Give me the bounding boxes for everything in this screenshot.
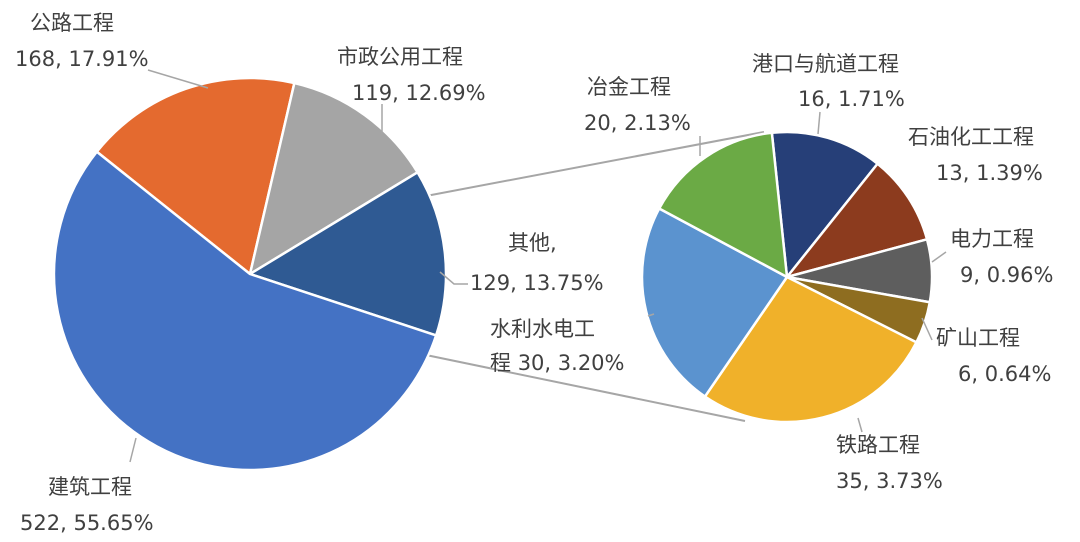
label-shizheng-name: 市政公用工程	[337, 45, 463, 69]
label-shiyou-value: 13, 1.39%	[936, 161, 1043, 185]
label-qita-name: 其他,	[508, 231, 557, 255]
main-pie	[52, 76, 448, 472]
secondary-slice-4	[703, 275, 918, 424]
connector-line-bottom	[425, 354, 746, 422]
connector-line-top	[425, 131, 765, 197]
secondary-slice-6	[657, 131, 789, 279]
main-slice-0	[95, 76, 296, 276]
label-shizheng-value: 119, 12.69%	[352, 81, 486, 105]
label-jianzhu-name: 建筑工程	[48, 475, 132, 499]
label-yejin-value: 20, 2.13%	[584, 111, 691, 135]
label-gonglu-value: 168, 17.91%	[15, 47, 149, 71]
label-dianli-value: 9, 0.96%	[960, 263, 1053, 287]
label-gangkou-name: 港口与航道工程	[752, 52, 899, 76]
label-tielu-value: 35, 3.73%	[836, 469, 943, 493]
label-gangkou-value: 16, 1.71%	[798, 87, 905, 111]
leader-line-tielu	[857, 417, 863, 433]
label-yejin-name: 冶金工程	[587, 75, 671, 99]
label-shiyou-name: 石油化工工程	[908, 125, 1034, 149]
main-slice-3	[52, 150, 438, 472]
label-shuili-name-line1: 水利水电工	[490, 317, 595, 341]
label-dianli-name: 电力工程	[950, 227, 1034, 251]
leader-line-qita	[439, 271, 468, 285]
leader-lines	[129, 69, 947, 463]
label-tielu-name: 铁路工程	[836, 433, 920, 457]
leader-line-jianzhu	[129, 437, 137, 463]
label-jianzhu-value: 522, 55.65%	[20, 511, 154, 535]
label-shuili-name-line2: 程 30, 3.20%	[490, 351, 625, 375]
label-gonglu-name: 公路工程	[30, 11, 114, 35]
leader-line-gangkou	[817, 111, 821, 135]
label-qita-value: 129, 13.75%	[470, 271, 604, 295]
leader-line-shuili	[647, 313, 655, 317]
leader-line-kuangshan	[921, 317, 933, 341]
secondary-pie	[640, 130, 934, 424]
leader-line-dianli	[931, 251, 947, 263]
data-labels: 公路工程 168, 17.91% 市政公用工程 119, 12.69% 其他, …	[15, 11, 1053, 535]
secondary-slice-0	[770, 130, 879, 279]
label-kuangshan-value: 6, 0.64%	[958, 362, 1051, 386]
leader-line-gonglu	[147, 69, 209, 89]
label-kuangshan-name: 矿山工程	[936, 326, 1020, 350]
main-slice-2	[248, 171, 448, 337]
secondary-slice-5	[640, 207, 789, 398]
main-slice-1	[248, 81, 419, 276]
